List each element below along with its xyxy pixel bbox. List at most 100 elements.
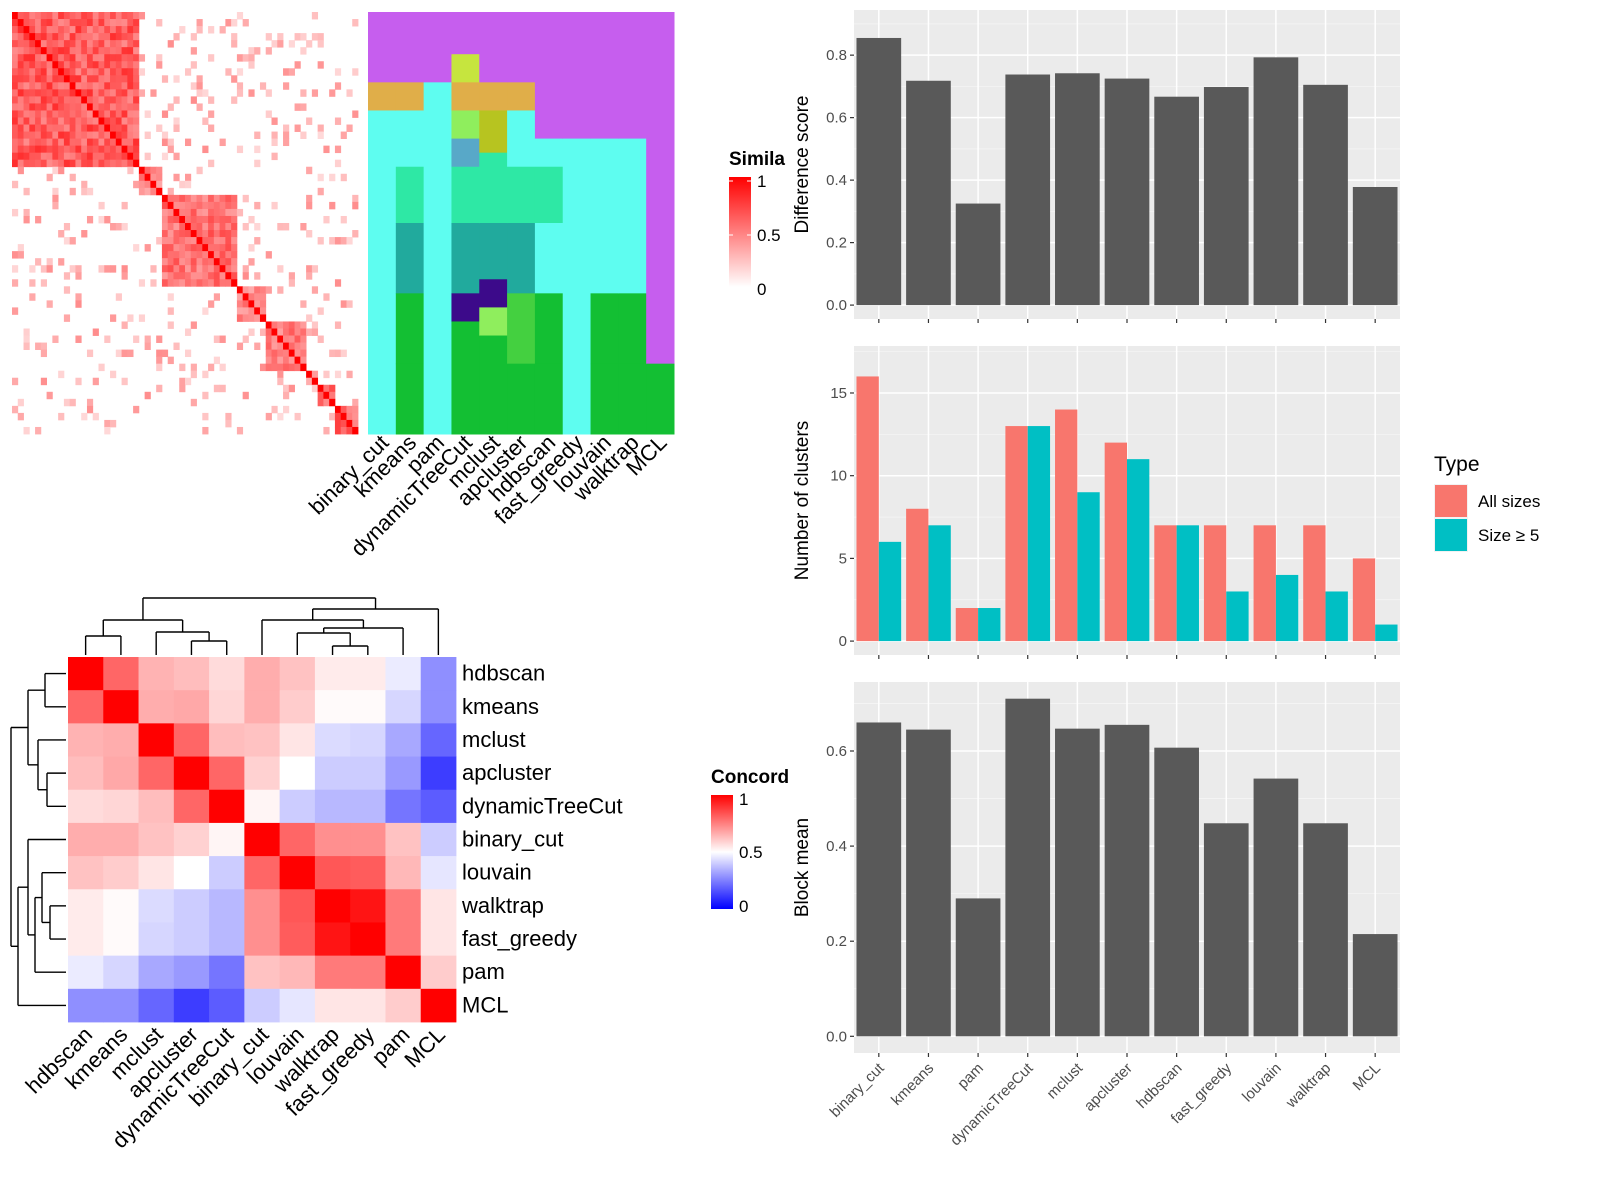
bar [1253, 57, 1299, 306]
similarity-cell [17, 159, 24, 168]
concordance-row-label: MCL [462, 992, 508, 1017]
similarity-cell [40, 265, 47, 273]
bar [1352, 186, 1398, 306]
concordance-cell [138, 657, 175, 691]
similarity-cell [185, 328, 192, 336]
similarity-cell [92, 19, 99, 27]
similarity-cell [127, 349, 134, 358]
similarity-cell [190, 398, 197, 407]
similarity-cell [334, 349, 342, 358]
similarity-cell [242, 293, 249, 301]
similarity-cell [306, 40, 313, 48]
similarity-cell [52, 124, 59, 132]
similarity-cell [12, 26, 19, 34]
similarity-cell [329, 398, 336, 407]
similarity-cell [219, 363, 226, 372]
similarity-cell [98, 201, 105, 210]
similarity-cell [236, 54, 244, 62]
similarity-cell [40, 96, 47, 104]
similarity-cell [104, 26, 111, 34]
similarity-cell [121, 159, 128, 168]
similarity-cell [167, 223, 174, 231]
similarity-cell [340, 412, 347, 421]
similarity-cell [167, 279, 174, 287]
similarity-cell [46, 131, 53, 139]
similarity-cell [202, 208, 209, 217]
similarity-cell [173, 215, 180, 224]
similarity-cell [115, 19, 122, 27]
similarity-cell [144, 110, 151, 118]
similarity-cell [242, 314, 249, 322]
similarity-cell [23, 61, 30, 69]
similarity-cell [334, 412, 342, 421]
similarity-cell [138, 89, 146, 97]
number_of_clusters-chart: 0 5 10 15 Number of clusters [792, 346, 1400, 659]
similarity-cell [248, 61, 255, 69]
similarity-cell [225, 68, 232, 76]
y-tick-label: 0 [839, 633, 847, 650]
concordance-cell [350, 822, 386, 857]
similarity-cell [138, 173, 146, 182]
similarity-cell [213, 335, 220, 343]
similarity-cell [92, 82, 99, 90]
similarity-cell [92, 124, 99, 132]
similarity-cell [23, 124, 30, 132]
similarity-cell [231, 96, 238, 104]
similarity-cell [352, 194, 359, 203]
similarity-cell [12, 145, 19, 154]
cluster-segment [590, 293, 619, 365]
similarity-cell [288, 335, 295, 343]
similarity-cell [138, 68, 146, 76]
similarity-cell [213, 230, 220, 238]
similarity-cell [213, 194, 220, 203]
similarity-cell [161, 131, 169, 139]
similarity-cell [294, 321, 301, 329]
similarity-cell [133, 131, 140, 139]
similarity-cell [167, 272, 174, 280]
concordance-cell [385, 756, 422, 791]
similarity-cell [288, 40, 295, 48]
similarity-cell [340, 349, 347, 358]
similarity-cell [271, 117, 278, 125]
similarity-cell [23, 54, 30, 62]
concordance-cell [244, 889, 281, 923]
concordance-cell [244, 988, 281, 1023]
similarity-cell [179, 363, 186, 372]
similarity-cell [104, 110, 111, 118]
similarity-cell [121, 82, 128, 90]
similarity-cell [121, 138, 128, 147]
similarity-cell [179, 272, 186, 280]
similarity-cell [98, 103, 105, 111]
similarity-cell [277, 321, 284, 329]
similarity-cell [86, 75, 94, 83]
similarity-cell [167, 138, 174, 147]
similarity-cell [173, 117, 180, 125]
similarity-cell [121, 377, 128, 386]
concordance-row-label: dynamicTreeCut [462, 793, 623, 818]
concordance-cell [385, 889, 422, 923]
cluster-segment [451, 223, 480, 294]
similarity-cell [213, 237, 220, 245]
bar [1303, 84, 1348, 306]
similarity-cell [231, 215, 238, 224]
similarity-cell [225, 279, 232, 287]
similarity-cell [35, 342, 42, 350]
similarity-cell [104, 265, 111, 273]
similarity-cell [219, 335, 226, 343]
similarity-cell [190, 61, 197, 69]
similarity-cell [86, 54, 94, 62]
similarity-cell [110, 96, 117, 104]
similarity-cell [58, 61, 65, 69]
cluster-segment [395, 363, 425, 435]
similarity-cell [81, 33, 88, 41]
similarity-cell [115, 124, 122, 132]
similarity-cell [202, 426, 209, 435]
bar-size-ge5 [1027, 426, 1051, 642]
similarity-cell [29, 145, 36, 154]
similarity-cell [81, 110, 88, 118]
concordance-cell [138, 922, 175, 957]
similarity-cell [86, 89, 94, 97]
concordance-cell [385, 955, 422, 990]
similarity-cell [236, 300, 244, 308]
similarity-cell [58, 110, 65, 118]
